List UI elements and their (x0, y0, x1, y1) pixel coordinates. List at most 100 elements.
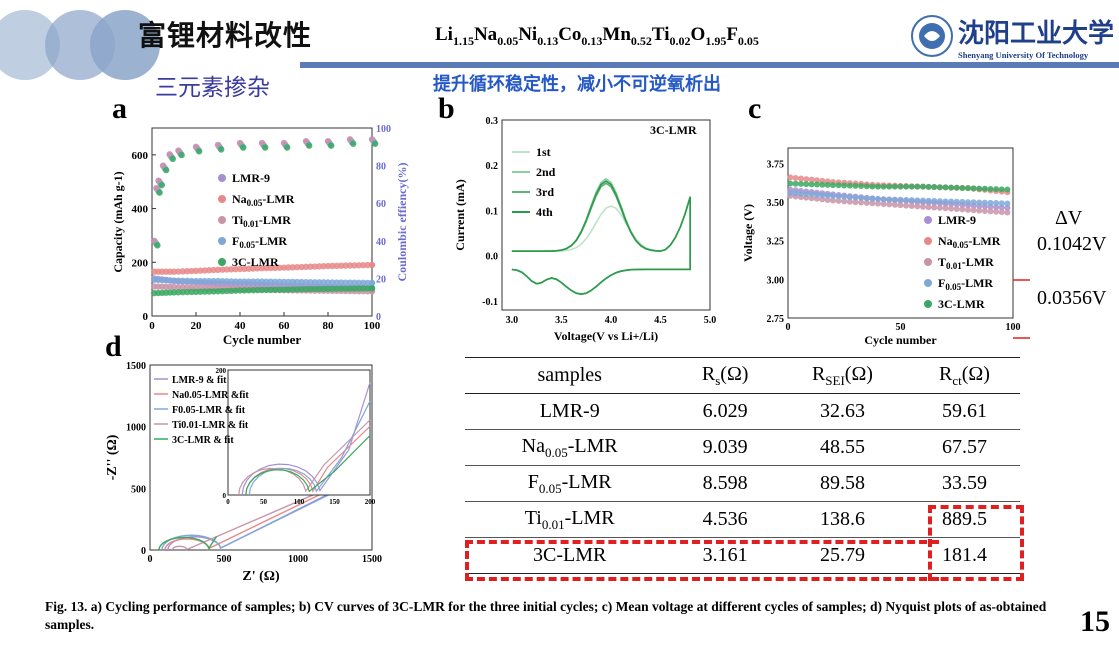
legend-label: F0.05-LMR & fit (172, 405, 246, 416)
y-tick-label: -0.1 (482, 297, 498, 308)
rs-cell: 3.161 (702, 544, 748, 566)
legend-marker (924, 237, 932, 245)
inset-x-tick-label: 0 (226, 498, 230, 506)
legend-label: 3rd (536, 185, 554, 199)
voltage-point (863, 195, 870, 202)
voltage-point (998, 186, 1005, 193)
inset-x-tick-label: 50 (260, 498, 268, 506)
voltage-point (953, 198, 960, 205)
chart-title: 3C-LMR (650, 123, 697, 137)
voltage-point (835, 193, 842, 200)
voltage-point (981, 199, 988, 206)
rsei-cell: 48.55 (819, 436, 865, 458)
voltage-point (830, 182, 836, 189)
formula-element: Ni0.13 (518, 24, 559, 48)
voltage-point (852, 182, 859, 189)
capacity-point (245, 278, 252, 285)
voltage-point (830, 192, 836, 199)
x-tick-label: 1000 (288, 554, 308, 565)
voltage-point (813, 181, 820, 188)
voltage-point (846, 182, 853, 189)
legend-marker (218, 174, 226, 182)
svg-text:沈阳工业大学: 沈阳工业大学 (958, 18, 1114, 48)
y2-tick-label: 20 (376, 274, 386, 285)
delta-v-label: ΔV (1055, 207, 1083, 229)
voltage-point (987, 185, 994, 192)
voltage-point (813, 177, 820, 184)
formula-element: Co0.13 (558, 24, 603, 48)
formula-element: Mn0.52 (602, 24, 652, 48)
plot-frame (501, 119, 711, 311)
voltage-point (841, 182, 848, 189)
y-tick-label: 0 (143, 311, 149, 323)
voltage-point (914, 183, 921, 190)
coulombic-point (372, 140, 379, 147)
y-tick-label: 3.50 (767, 198, 785, 209)
rct-cell: 889.5 (941, 508, 987, 530)
plot-frame (151, 127, 373, 317)
coulombic-point (196, 148, 203, 155)
legend-label: Ti0.01-LMR (232, 213, 291, 229)
page-number: 15 (1080, 605, 1110, 638)
voltage-point (792, 190, 799, 197)
legend-marker (924, 216, 932, 224)
voltage-point (908, 183, 915, 190)
voltage-point (852, 194, 859, 201)
voltage-point (835, 182, 842, 189)
x-tick-label: 3.5 (555, 315, 568, 326)
y-axis-label: Capacity (mAh g-1) (111, 171, 125, 272)
voltage-point (803, 190, 810, 197)
voltage-point (819, 192, 826, 199)
x-tick-label: 5.0 (704, 315, 717, 326)
x-tick-label: 4.5 (654, 315, 667, 326)
table-header-row: samples Rs(Ω) RSEI(Ω) Rct(Ω) (465, 357, 1020, 394)
voltage-point (797, 175, 804, 182)
y2-axis-label: Coulombic effiency(%) (395, 163, 409, 282)
voltage-point (976, 199, 983, 206)
y2-tick-label: 40 (376, 237, 386, 248)
table-header-cell: Rs(Ω) (701, 362, 749, 388)
coulombic-point (306, 142, 313, 149)
table-row: LMR-9 6.029 32.63 59.61 (465, 394, 1020, 430)
sample-name-cell: F0.05-LMR (527, 470, 612, 496)
voltage-point (942, 198, 949, 205)
table-row: Na0.05-LMR 9.039 48.55 67.57 (465, 430, 1020, 466)
voltage-point (846, 194, 853, 201)
x-tick-label: 3.0 (506, 315, 519, 326)
rs-cell: 9.039 (702, 436, 748, 458)
voltage-point (824, 192, 831, 199)
table-row: F0.05-LMR 8.598 89.58 33.59 (465, 466, 1020, 502)
legend-label: Na0.05-LMR (232, 192, 295, 208)
voltage-point (976, 207, 983, 214)
voltage-point (803, 181, 810, 188)
voltage-point (903, 183, 910, 190)
voltage-point (792, 174, 799, 181)
voltage-point (959, 198, 966, 205)
voltage-point (987, 208, 994, 215)
voltage-point (920, 203, 926, 210)
x-tick-label: 50 (896, 322, 906, 333)
coulombic-point (163, 166, 170, 174)
voltage-point (920, 197, 926, 204)
highlight-box-rct (928, 505, 1024, 581)
voltage-point (903, 202, 910, 209)
voltage-point (998, 204, 1005, 211)
y-tick-label: 0.0 (486, 252, 499, 263)
capacity-point (368, 279, 376, 287)
capacity-point (254, 278, 261, 285)
coulombic-point (169, 155, 176, 163)
rsei-cell: 32.63 (819, 400, 865, 422)
panel-letter-b: b (438, 92, 455, 125)
y-tick-label: 1000 (126, 423, 146, 434)
sample-name-cell: LMR-9 (539, 400, 600, 422)
sample-name-cell: Ti0.01-LMR (524, 506, 615, 532)
legend-marker (924, 300, 932, 308)
capacity-point (250, 278, 257, 285)
legend-label: 4th (536, 205, 553, 219)
chart-c: 0 50 100 2.75 3.00 3.25 3.50 3.75 Cycle number Vo… (741, 147, 1030, 347)
voltage-point (959, 206, 966, 213)
voltage-point (914, 197, 921, 204)
capacity-point (210, 277, 217, 285)
x-tick-label: 20 (191, 320, 203, 332)
voltage-point (891, 201, 898, 208)
